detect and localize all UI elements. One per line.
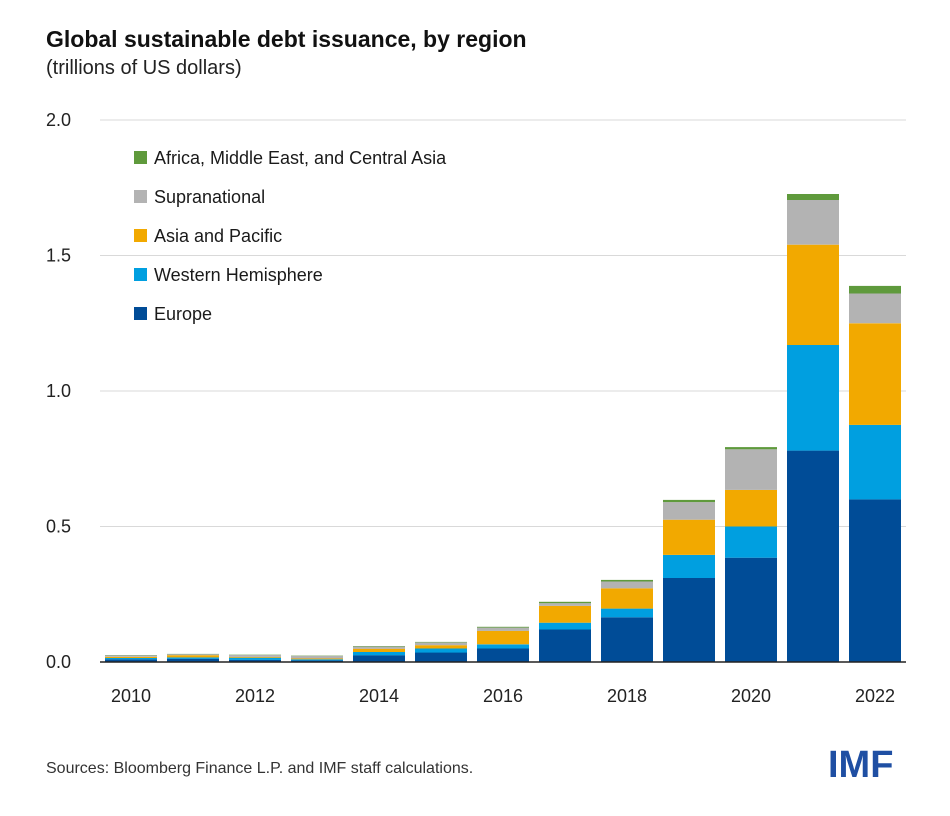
bar-segment: [353, 646, 405, 647]
imf-logo: IMF: [828, 744, 894, 786]
bar-segment: [849, 293, 901, 324]
bar-segment: [539, 629, 591, 662]
stacked-bar-chart: 0.0 0.5 1.0 1.5 2.0 2010 2012 2014 2016 2018 2020 2…: [46, 110, 906, 706]
bar-segment: [291, 659, 343, 661]
bar-segment: [415, 648, 467, 653]
legend-swatch: [134, 190, 147, 203]
legend-label: Western Hemisphere: [154, 265, 323, 285]
y-tick-label: 1.5: [46, 246, 71, 266]
bar-segment: [415, 642, 467, 646]
bar-segment: [105, 656, 157, 658]
legend-label: Europe: [154, 304, 212, 324]
x-tick-label: 2010: [111, 686, 151, 706]
bar-segment: [539, 605, 591, 623]
x-tick-label: 2012: [235, 686, 275, 706]
bar-segment: [291, 658, 343, 660]
bar-segment: [291, 660, 343, 662]
legend-label: Asia and Pacific: [154, 226, 282, 246]
legend-swatch: [134, 229, 147, 242]
bar-segment: [849, 424, 901, 500]
y-tick-label: 0.5: [46, 517, 71, 537]
bar-segment: [787, 344, 839, 451]
chart-title: Global sustainable debt issuance, by reg…: [46, 26, 527, 52]
bar-segment: [725, 557, 777, 662]
bar-segment: [415, 652, 467, 662]
bar-segment: [539, 601, 591, 604]
bar-segment: [477, 630, 529, 645]
legend-swatch: [134, 307, 147, 320]
bar-segment: [663, 519, 715, 555]
bar-segment: [291, 655, 343, 659]
bar-segment: [229, 657, 281, 660]
bar-segment: [663, 502, 715, 520]
bar-segment: [353, 646, 405, 649]
bar-segment: [601, 617, 653, 662]
bar-segment: [601, 579, 653, 582]
bar-segment: [167, 658, 219, 662]
legend-swatch: [134, 151, 147, 164]
bar-segment: [849, 499, 901, 662]
bar-segment: [353, 648, 405, 652]
legend-swatch: [134, 268, 147, 281]
x-tick-label: 2018: [607, 686, 647, 706]
bar-segment: [477, 627, 529, 631]
bar-segment: [353, 652, 405, 656]
bar-segment: [353, 655, 405, 662]
y-tick-label: 2.0: [46, 110, 71, 130]
bar-segment: [849, 323, 901, 425]
bar-segment: [477, 626, 529, 628]
x-tick-label: 2014: [359, 686, 399, 706]
bar-segment: [105, 657, 157, 660]
x-tick-label: 2016: [483, 686, 523, 706]
bar-segment: [663, 555, 715, 578]
bar-segment: [663, 499, 715, 503]
bar-segment: [663, 578, 715, 662]
bar-segment: [105, 655, 157, 657]
bar-segment: [415, 645, 467, 649]
bar-segment: [539, 603, 591, 606]
bar-segment: [167, 657, 219, 659]
bar-segment: [477, 648, 529, 662]
bar-segment: [787, 199, 839, 245]
legend-label: Africa, Middle East, and Central Asia: [154, 148, 447, 168]
bar-segment: [539, 622, 591, 630]
bar-segment: [229, 656, 281, 658]
bar-segment: [787, 450, 839, 662]
bar-segment: [477, 644, 529, 649]
bar-segment: [601, 588, 653, 609]
bar-segment: [725, 447, 777, 450]
bar-segment: [849, 285, 901, 294]
bar-segment: [105, 659, 157, 662]
bar-segment: [167, 654, 219, 656]
y-tick-label: 1.0: [46, 381, 71, 401]
bar-segment: [601, 608, 653, 618]
bar-segment: [415, 641, 467, 643]
bar-segment: [601, 581, 653, 589]
bar-segment: [787, 194, 839, 200]
bar-segment: [787, 244, 839, 345]
bar-segment: [229, 659, 281, 662]
bar-segment: [229, 655, 281, 657]
bar-segment: [725, 526, 777, 558]
legend-label: Supranational: [154, 187, 265, 207]
y-tick-label: 0.0: [46, 652, 71, 672]
source-note: Sources: Bloomberg Finance L.P. and IMF …: [46, 760, 474, 777]
bar-segment: [725, 449, 777, 490]
x-tick-label: 2022: [855, 686, 895, 706]
x-tick-label: 2020: [731, 686, 771, 706]
bar-segment: [167, 655, 219, 658]
chart-subtitle: (trillions of US dollars): [46, 57, 242, 79]
bar-segment: [725, 489, 777, 527]
